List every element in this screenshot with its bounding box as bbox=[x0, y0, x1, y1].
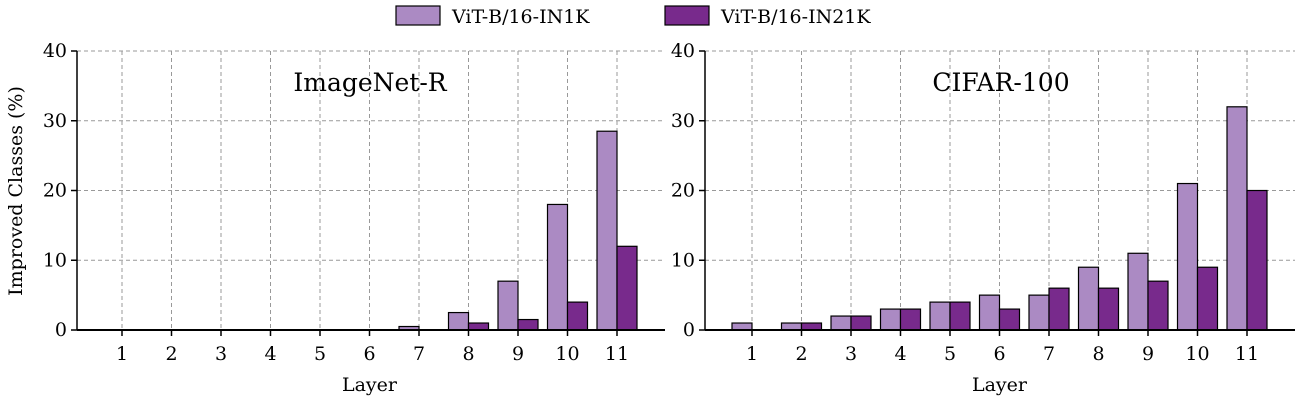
x-tick-label: 1 bbox=[746, 343, 758, 365]
panel-cifar-100: 0 10 20 30 40 1 2 3 4 5 6 7 8 9 10 11 CIFAR-100 Layer bbox=[671, 40, 1295, 396]
x-tick-label: 6 bbox=[363, 343, 375, 365]
bar bbox=[850, 315, 872, 331]
x-tick-label: 9 bbox=[512, 343, 524, 365]
bar bbox=[1028, 294, 1050, 331]
x-tick-label: 1 bbox=[116, 343, 128, 365]
bar bbox=[929, 301, 951, 331]
legend-swatch bbox=[395, 5, 441, 26]
bar bbox=[1127, 252, 1149, 331]
y-tick-label: 0 bbox=[683, 319, 695, 341]
x-tick-label: 7 bbox=[1043, 343, 1055, 365]
y-tick-label: 30 bbox=[671, 110, 695, 132]
legend-swatch bbox=[664, 5, 710, 26]
legend-label: ViT-B/16-IN1K bbox=[451, 6, 590, 28]
bar bbox=[1176, 182, 1199, 331]
x-tick-label: 10 bbox=[1185, 343, 1209, 365]
x-tick-label: 2 bbox=[165, 343, 177, 365]
x-tick-label: 5 bbox=[944, 343, 956, 365]
bar bbox=[447, 311, 470, 331]
bar bbox=[731, 322, 753, 331]
y-tick-label: 30 bbox=[43, 110, 67, 132]
bar bbox=[1147, 280, 1169, 331]
panel-imagenet-r: 0 10 20 30 40 1 2 3 4 5 6 7 8 9 10 11 ImageNet-R Layer bbox=[43, 40, 665, 396]
bar bbox=[978, 294, 1001, 331]
bar bbox=[830, 315, 852, 331]
x-tick-label: 11 bbox=[605, 343, 629, 365]
x-tick-label: 6 bbox=[993, 343, 1005, 365]
legend-label: ViT-B/16-IN21K bbox=[720, 6, 871, 28]
bar bbox=[517, 318, 539, 331]
x-tick-label: 11 bbox=[1235, 343, 1259, 365]
y-tick-label: 20 bbox=[43, 180, 67, 202]
x-tick-label: 10 bbox=[555, 343, 579, 365]
legend: ViT-B/16-IN1K ViT-B/16-IN21K bbox=[395, 5, 871, 28]
y-tick-label: 40 bbox=[671, 40, 695, 62]
bar bbox=[1246, 189, 1268, 331]
bar bbox=[1077, 266, 1100, 331]
bar bbox=[596, 130, 618, 331]
bar bbox=[566, 301, 589, 331]
y-tick-label: 10 bbox=[43, 249, 67, 271]
bar bbox=[780, 322, 803, 331]
y-tick-label: 10 bbox=[671, 249, 695, 271]
bar bbox=[949, 301, 971, 331]
x-tick-label: 4 bbox=[264, 343, 276, 365]
y-tick-label: 0 bbox=[55, 319, 67, 341]
panel-title: CIFAR-100 bbox=[932, 68, 1069, 97]
y-tick-label: 20 bbox=[671, 180, 695, 202]
bar bbox=[800, 322, 823, 331]
x-tick-label: 8 bbox=[462, 343, 474, 365]
y-tick-label: 40 bbox=[43, 40, 67, 62]
x-tick-label: 3 bbox=[215, 343, 227, 365]
x-tick-label: 9 bbox=[1142, 343, 1154, 365]
bar bbox=[467, 322, 490, 331]
bar bbox=[1097, 287, 1120, 331]
bar bbox=[899, 308, 922, 331]
x-axis-title: Layer bbox=[342, 374, 398, 396]
x-tick-label: 2 bbox=[795, 343, 807, 365]
x-axis-title: Layer bbox=[972, 374, 1028, 396]
panel-title: ImageNet-R bbox=[293, 68, 447, 97]
x-tick-label: 8 bbox=[1092, 343, 1104, 365]
bar bbox=[1196, 266, 1219, 331]
y-axis-title: Improved Classes (%) bbox=[5, 86, 27, 296]
bar bbox=[616, 245, 638, 331]
x-tick-label: 7 bbox=[413, 343, 425, 365]
bar bbox=[546, 203, 569, 331]
bar bbox=[1226, 106, 1248, 331]
bar bbox=[879, 308, 902, 331]
x-tick-label: 3 bbox=[845, 343, 857, 365]
bar bbox=[1048, 287, 1070, 331]
x-tick-label: 4 bbox=[894, 343, 906, 365]
x-tick-label: 5 bbox=[314, 343, 326, 365]
bar bbox=[497, 280, 519, 331]
bar bbox=[998, 308, 1021, 331]
